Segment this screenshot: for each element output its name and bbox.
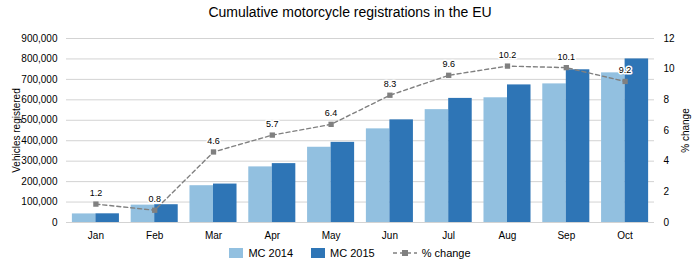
svg-text:6: 6	[664, 125, 670, 136]
svg-text:% change: % change	[680, 108, 691, 153]
svg-text:9.2: 9.2	[619, 65, 632, 75]
svg-text:4.6: 4.6	[207, 136, 220, 146]
svg-text:300,000: 300,000	[21, 155, 58, 166]
svg-text:Oct: Oct	[617, 230, 633, 241]
svg-text:2: 2	[664, 186, 670, 197]
svg-text:12: 12	[664, 33, 676, 44]
svg-text:10.2: 10.2	[499, 50, 517, 60]
svg-text:9.6: 9.6	[442, 59, 455, 69]
svg-text:May: May	[322, 230, 341, 241]
svg-text:8: 8	[664, 94, 670, 105]
svg-text:1.2: 1.2	[90, 188, 103, 198]
svg-text:10.1: 10.1	[558, 52, 576, 62]
svg-text:0: 0	[664, 217, 670, 228]
svg-text:4: 4	[664, 155, 670, 166]
html-text:% change: % change	[421, 247, 471, 259]
svg-text:Jul: Jul	[442, 230, 455, 241]
svg-text:700,000: 700,000	[21, 74, 58, 85]
svg-text:200,000: 200,000	[21, 176, 58, 187]
svg-text:Vehicles registered: Vehicles registered	[11, 88, 22, 173]
svg-text:0: 0	[52, 217, 58, 228]
svg-text:10: 10	[664, 63, 676, 74]
svg-text:6.4: 6.4	[325, 108, 338, 118]
svg-text:100,000: 100,000	[21, 196, 58, 207]
svg-text:600,000: 600,000	[21, 94, 58, 105]
svg-text:500,000: 500,000	[21, 114, 58, 125]
html-text:Cumulative motorcycle registra: Cumulative motorcycle registrations in t…	[208, 4, 492, 20]
svg-text:0.8: 0.8	[148, 194, 161, 204]
svg-text:8.3: 8.3	[384, 79, 397, 89]
svg-text:Aug: Aug	[499, 230, 517, 241]
svg-text:900,000: 900,000	[21, 33, 58, 44]
svg-text:Mar: Mar	[205, 230, 223, 241]
svg-text:Sep: Sep	[557, 230, 575, 241]
svg-text:Feb: Feb	[146, 230, 164, 241]
html-text:MC 2015: MC 2015	[330, 247, 375, 259]
svg-text:400,000: 400,000	[21, 135, 58, 146]
svg-text:Jan: Jan	[88, 230, 104, 241]
svg-text:Jun: Jun	[382, 230, 398, 241]
svg-text:800,000: 800,000	[21, 53, 58, 64]
svg-text:Apr: Apr	[265, 230, 281, 241]
html-text:MC 2014: MC 2014	[248, 247, 293, 259]
svg-text:5.7: 5.7	[266, 119, 279, 129]
